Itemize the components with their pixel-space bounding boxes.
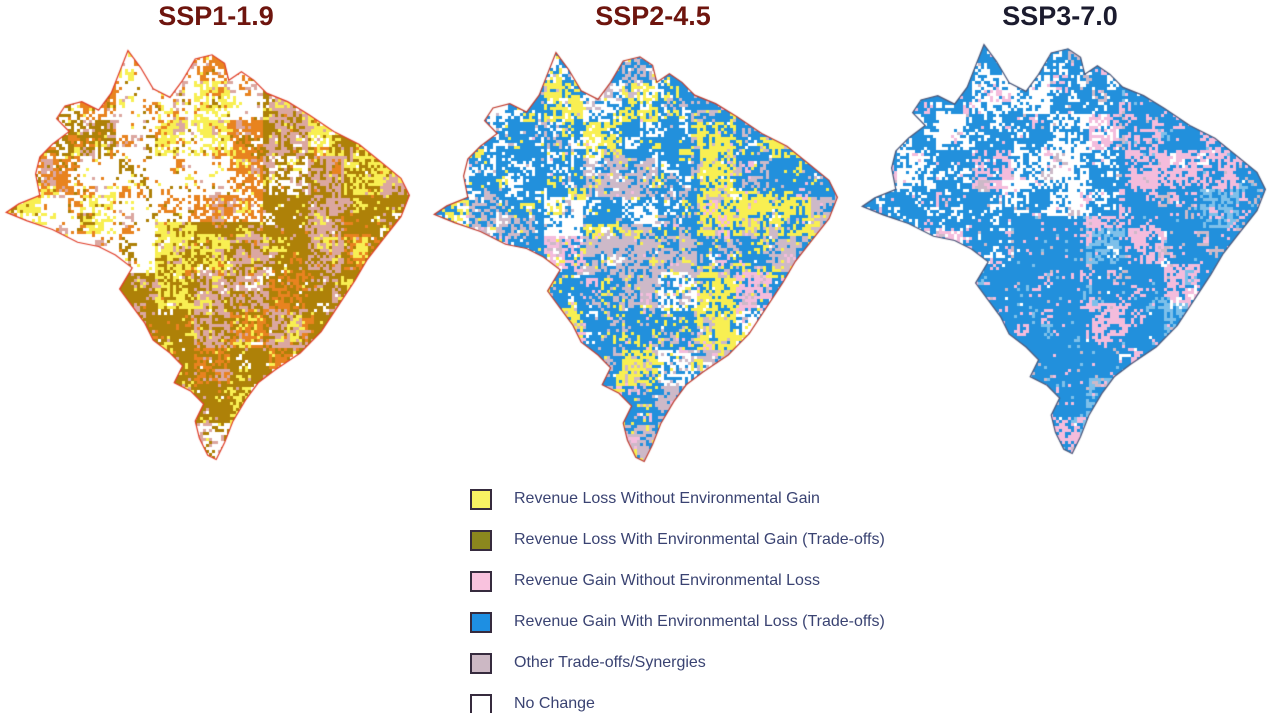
legend-swatch-blue [470,611,492,633]
legend: Revenue Loss Without Environmental Gain … [470,488,885,713]
legend-swatch-mauve [470,652,492,674]
panel-title-ssp3: SSP3-7.0 [1002,1,1118,31]
legend-item-revenue-loss-with-gain: Revenue Loss With Environmental Gain (Tr… [470,529,885,551]
legend-item-revenue-gain-without-loss: Revenue Gain Without Environmental Loss [470,570,885,592]
brazil-map-ssp3 [858,36,1278,462]
legend-item-revenue-loss-without-gain: Revenue Loss Without Environmental Gain [470,488,885,510]
legend-swatch-olive [470,529,492,551]
legend-label: Revenue Gain Without Environmental Loss [514,572,820,589]
legend-label: No Change [514,695,595,712]
brazil-map-ssp1 [2,42,422,468]
panel-title-ssp2: SSP2-4.5 [595,1,711,31]
legend-label: Revenue Loss Without Environmental Gain [514,490,820,507]
legend-item-no-change: No Change [470,693,885,713]
brazil-map-ssp2 [430,44,850,470]
legend-label: Revenue Loss With Environmental Gain (Tr… [514,531,885,548]
legend-item-other-tradeoffs-synergies: Other Trade-offs/Synergies [470,652,885,674]
panel-title-ssp1: SSP1-1.9 [158,1,274,31]
legend-label: Other Trade-offs/Synergies [514,654,706,671]
legend-swatch-yellow [470,488,492,510]
legend-swatch-white [470,693,492,713]
legend-swatch-pink [470,570,492,592]
legend-item-revenue-gain-with-loss: Revenue Gain With Environmental Loss (Tr… [470,611,885,633]
legend-label: Revenue Gain With Environmental Loss (Tr… [514,613,885,630]
